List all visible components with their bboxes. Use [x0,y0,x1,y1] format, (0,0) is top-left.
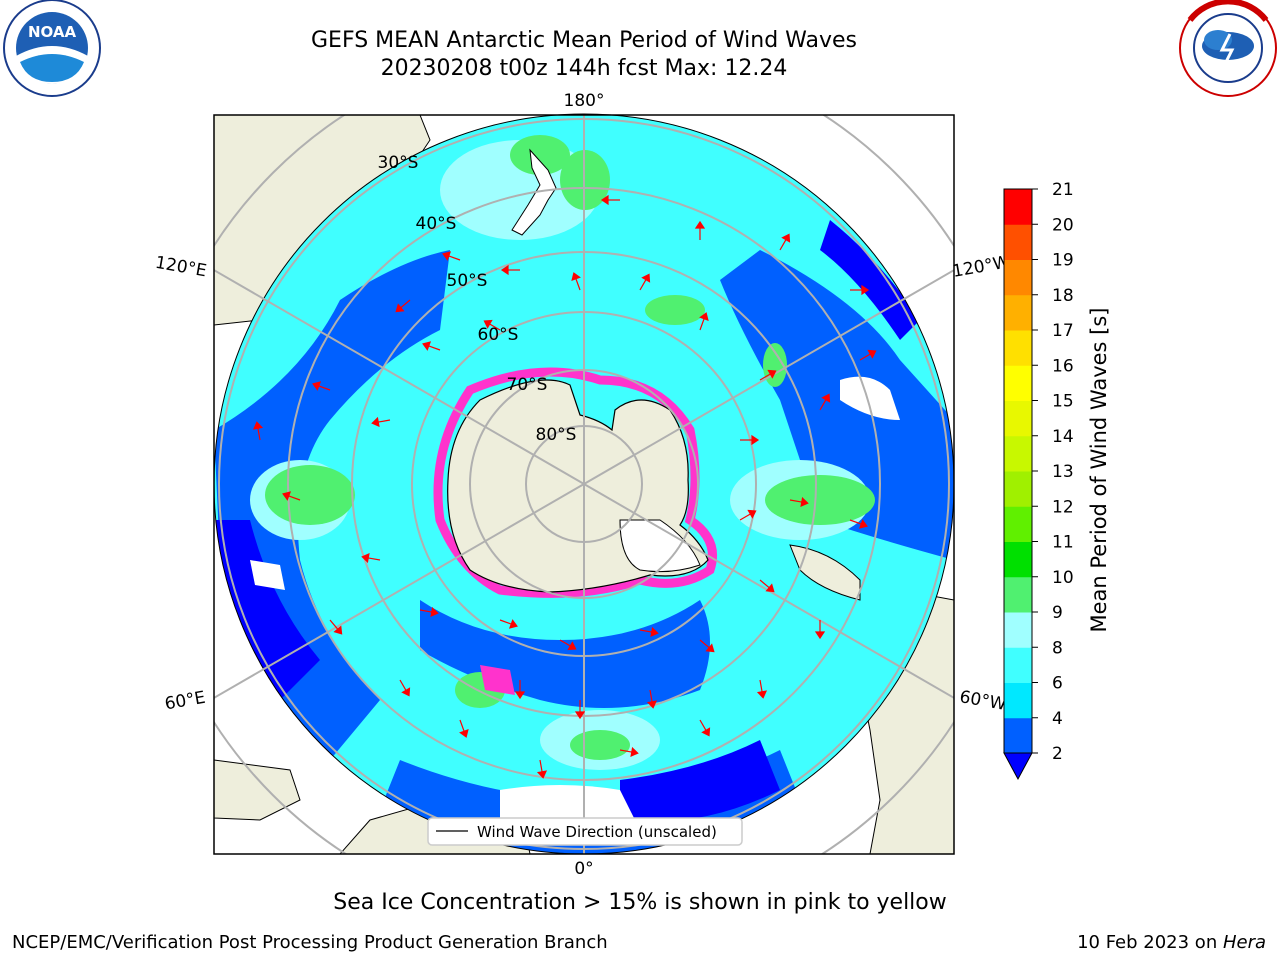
colorbar: 2 4 6 8 9 10 11 12 13 14 15 16 17 18 19 20 21 [1003,180,1074,781]
lat-label-80s: 80°S [536,425,577,445]
legend-label: Wind Wave Direction (unscaled) [477,823,717,841]
colorbar-tick-label: 21 [1052,180,1074,200]
colorbar-segment [1004,259,1032,296]
colorbar-segment [1004,612,1032,648]
noaa-logo-text: NOAA [28,23,77,41]
colorbar-tick-label: 2 [1052,744,1063,764]
colorbar-segment [1004,647,1032,683]
colorbar-tick-label: 17 [1052,321,1074,341]
colorbar-tick-label: 9 [1052,603,1063,623]
chart-title: GEFS MEAN Antarctic Mean Period of Wind … [311,28,857,53]
graticule [214,115,954,854]
colorbar-tick-label: 12 [1052,497,1074,517]
lon-label-60w: 60°W [958,687,1008,715]
colorbar-segment [1004,435,1032,472]
colorbar-segment [1004,365,1032,401]
colorbar-tick-label: 4 [1052,709,1063,729]
colorbar-tick-label: 14 [1052,427,1074,447]
lon-label-180: 180° [564,91,605,111]
footer-host: Hera [1222,932,1266,953]
lon-label-0: 0° [574,859,593,879]
colorbar-tick-label: 8 [1052,638,1063,658]
lat-label-60s: 60°S [478,325,519,345]
colorbar-tick-label: 20 [1052,215,1074,235]
footer-credit: NCEP/EMC/Verification Post Processing Pr… [12,932,608,953]
colorbar-segment [1004,330,1032,366]
colorbar-tick-label: 11 [1052,533,1074,553]
lat-label-50s: 50°S [447,271,488,291]
colorbar-segment [1004,682,1032,719]
sea-ice-note: Sea Ice Concentration > 15% is shown in … [333,890,947,915]
lat-label-70s: 70°S [507,375,548,395]
footer-date-text: 10 Feb 2023 on [1077,932,1223,953]
footer-date: 10 Feb 2023 on Hera [1077,932,1266,953]
lat-label-40s: 40°S [416,214,457,234]
colorbar-tick-label: 13 [1052,462,1074,482]
map-legend: Wind Wave Direction (unscaled) [427,817,743,846]
colorbar-tick-label: 18 [1052,286,1074,306]
colorbar-segment [1004,471,1032,507]
colorbar-segment [1004,400,1032,437]
colorbar-segment [1004,224,1032,260]
colorbar-tick-label: 6 [1052,674,1063,694]
chart-subtitle: 20230208 t00z 144h fcst Max: 12.24 [380,56,788,81]
colorbar-segment [1004,576,1032,613]
lon-label-60e: 60°E [163,688,207,715]
colorbar-tick-label: 15 [1052,392,1074,412]
wind-wave-arrows [252,194,877,779]
lon-label-120e: 120°E [154,253,208,282]
colorbar-tick-label: 10 [1052,568,1074,588]
noaa-logo-icon: NOAA [3,0,101,97]
wave-period-field [214,114,954,854]
lon-label-120w: 120°W [951,252,1012,282]
colorbar-under-extension [1003,752,1033,781]
colorbar-segment [1004,541,1032,578]
colorbar-segment [1004,294,1032,331]
colorbar-label: Mean Period of Wind Waves [s] [1087,308,1111,633]
colorbar-tick-label: 16 [1052,356,1074,376]
nws-logo-icon [1179,0,1277,97]
colorbar-tick-label: 19 [1052,251,1074,271]
colorbar-segment [1004,506,1032,542]
colorbar-segment [1004,717,1032,754]
lat-label-30s: 30°S [378,153,419,173]
colorbar-segment [1004,189,1032,225]
